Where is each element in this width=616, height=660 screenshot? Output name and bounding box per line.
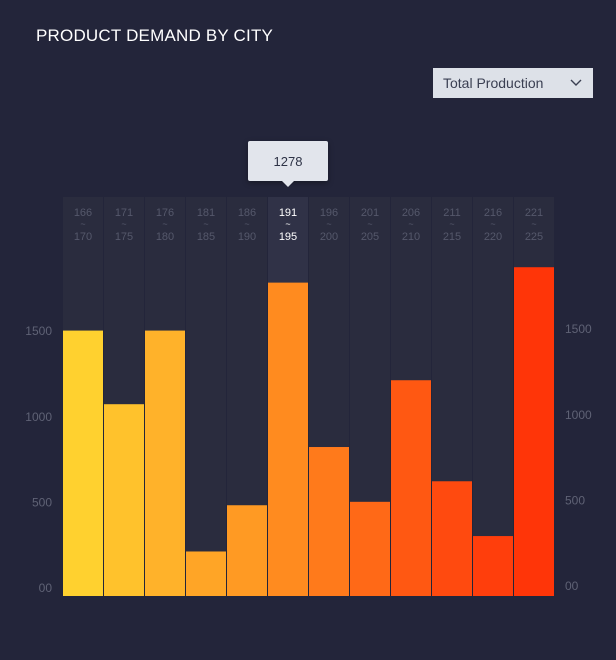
range-label-sep: ~ (244, 219, 249, 229)
range-label-from: 171 (115, 207, 133, 219)
range-label-to: 175 (115, 231, 133, 243)
left-axis-tick: 00 (39, 581, 53, 595)
range-label-to: 205 (361, 231, 379, 243)
left-axis-tick: 1000 (25, 410, 52, 424)
value-tooltip: 1278 (248, 141, 328, 187)
bar[interactable] (227, 505, 267, 596)
range-label-from: 166 (74, 207, 92, 219)
bar[interactable] (432, 481, 472, 596)
bar[interactable] (268, 282, 308, 596)
range-label-to: 225 (525, 231, 543, 243)
chevron-down-icon (570, 79, 582, 86)
range-label-to: 210 (402, 231, 420, 243)
range-label-sep: ~ (80, 219, 85, 229)
range-label-from: 196 (320, 207, 338, 219)
bar[interactable] (514, 267, 554, 596)
range-label-from: 186 (238, 207, 256, 219)
range-label-to: 190 (238, 231, 256, 243)
bar[interactable] (186, 551, 226, 596)
bar[interactable] (63, 330, 103, 596)
range-label-to: 180 (156, 231, 174, 243)
right-axis-tick: 1500 (565, 322, 592, 336)
range-label-sep: ~ (449, 219, 454, 229)
range-label-from: 206 (402, 207, 420, 219)
bar[interactable] (145, 330, 185, 596)
range-label-sep: ~ (408, 219, 413, 229)
range-label-sep: ~ (162, 219, 167, 229)
range-label-from: 221 (525, 207, 543, 219)
range-label-to: 195 (279, 231, 297, 243)
range-label-sep: ~ (326, 219, 331, 229)
left-axis-tick: 500 (32, 495, 52, 509)
range-label-sep: ~ (285, 219, 290, 229)
right-axis-tick: 500 (565, 493, 585, 507)
bar[interactable] (350, 501, 390, 596)
range-label-to: 185 (197, 231, 215, 243)
range-label-to: 220 (484, 231, 502, 243)
range-label-sep: ~ (121, 219, 126, 229)
range-label-to: 170 (74, 231, 92, 243)
range-label-sep: ~ (203, 219, 208, 229)
bar[interactable] (473, 536, 513, 596)
range-label-sep: ~ (490, 219, 495, 229)
range-label-from: 211 (443, 207, 461, 219)
left-axis-tick: 1500 (25, 324, 52, 338)
range-label-from: 181 (197, 207, 215, 219)
column-background (186, 197, 226, 596)
right-axis-tick: 1000 (565, 408, 592, 422)
range-label-from: 176 (156, 207, 174, 219)
range-label-sep: ~ (531, 219, 536, 229)
right-axis-tick: 00 (565, 579, 579, 593)
range-label-to: 215 (443, 231, 461, 243)
range-label-from: 216 (484, 207, 502, 219)
range-label-from: 201 (361, 207, 379, 219)
tooltip-value: 1278 (273, 153, 303, 169)
chart-title: PRODUCT DEMAND BY CITY (36, 26, 274, 45)
bar[interactable] (309, 447, 349, 596)
bar[interactable] (104, 404, 144, 596)
tooltip-pointer (282, 181, 294, 187)
range-label-to: 200 (320, 231, 338, 243)
range-label-from: 191 (279, 207, 297, 219)
range-label-sep: ~ (367, 219, 372, 229)
column-background (473, 197, 513, 596)
bar[interactable] (391, 380, 431, 596)
production-select-value: Total Production (443, 75, 544, 91)
production-select[interactable]: Total Production (433, 68, 593, 98)
